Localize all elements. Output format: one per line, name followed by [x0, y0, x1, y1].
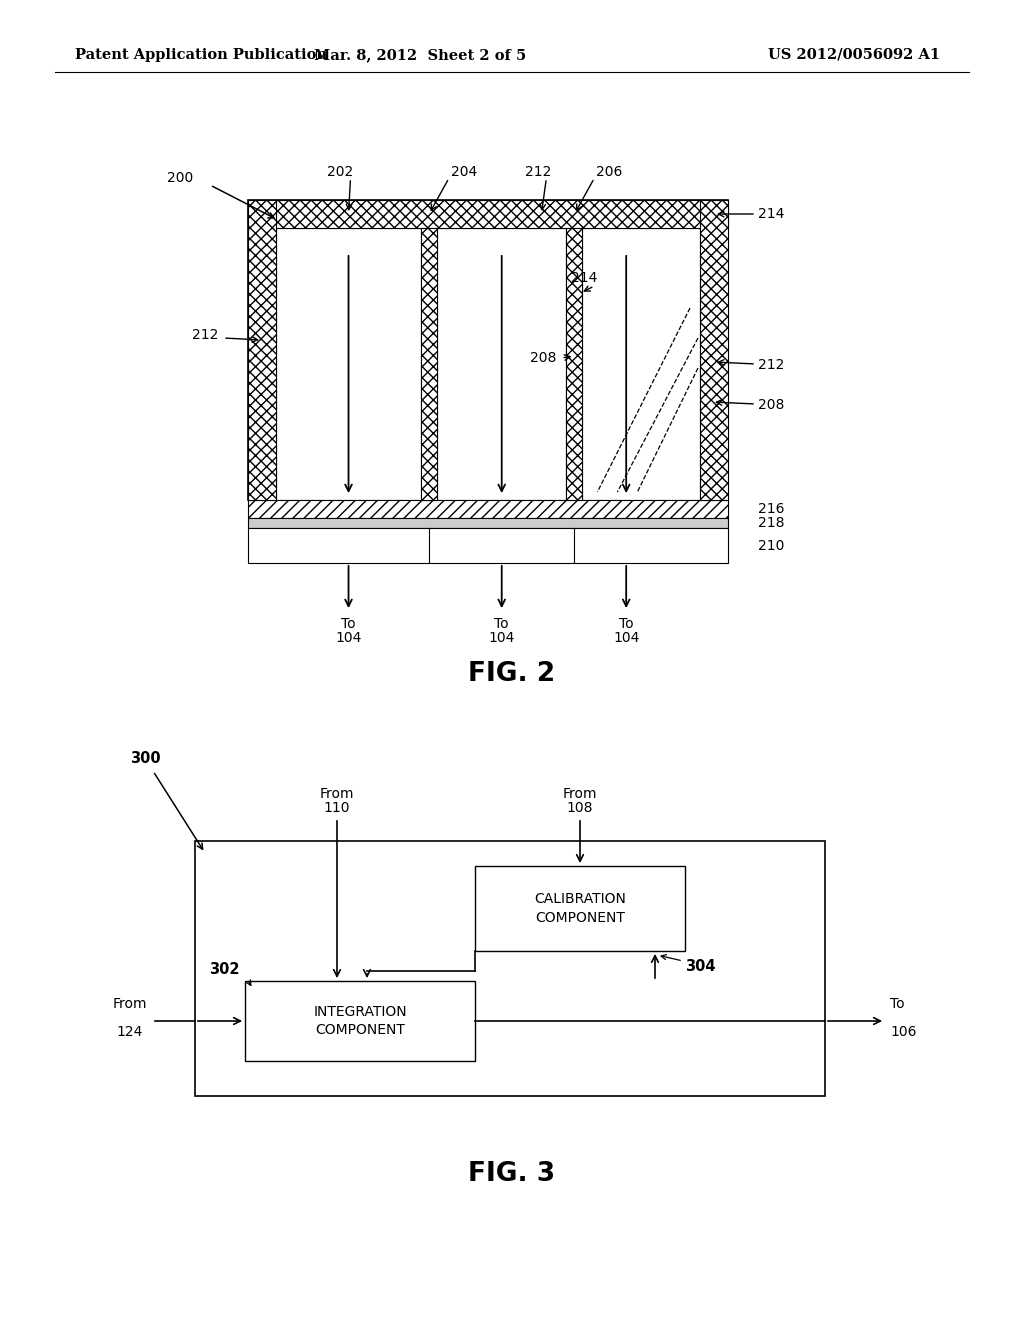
Text: 212: 212 — [525, 165, 551, 180]
Text: 212: 212 — [191, 327, 218, 342]
Bar — [437, 228, 566, 500]
Text: Patent Application Publication: Patent Application Publication — [75, 48, 327, 62]
Text: 108: 108 — [566, 801, 593, 814]
Bar — [276, 228, 421, 500]
Text: 106: 106 — [890, 1026, 916, 1039]
Bar — [248, 201, 728, 228]
Text: US 2012/0056092 A1: US 2012/0056092 A1 — [768, 48, 940, 62]
Text: 104: 104 — [613, 631, 639, 645]
Bar — [700, 201, 728, 500]
Bar — [421, 228, 437, 500]
Text: 214: 214 — [758, 207, 784, 220]
Bar — [245, 981, 475, 1061]
Bar — [583, 228, 700, 500]
Text: 216: 216 — [758, 502, 784, 516]
Text: To: To — [341, 616, 355, 631]
Bar — [248, 528, 728, 564]
Text: 206: 206 — [596, 165, 623, 180]
Bar — [248, 500, 728, 517]
Text: CALIBRATION
COMPONENT: CALIBRATION COMPONENT — [535, 892, 626, 925]
Text: From: From — [113, 997, 147, 1011]
Text: FIG. 3: FIG. 3 — [468, 1162, 556, 1187]
Bar — [566, 228, 583, 500]
Text: INTEGRATION
COMPONENT: INTEGRATION COMPONENT — [313, 1005, 407, 1038]
Text: 104: 104 — [335, 631, 361, 645]
Text: 208: 208 — [530, 351, 556, 366]
Text: 110: 110 — [324, 801, 350, 814]
Text: From: From — [563, 787, 597, 801]
Bar — [248, 201, 728, 500]
Text: 200: 200 — [167, 172, 193, 185]
Text: 212: 212 — [758, 358, 784, 372]
Bar — [195, 841, 825, 1096]
Text: 218: 218 — [758, 516, 784, 531]
Text: Mar. 8, 2012  Sheet 2 of 5: Mar. 8, 2012 Sheet 2 of 5 — [314, 48, 526, 62]
Text: FIG. 2: FIG. 2 — [468, 661, 556, 686]
Bar — [248, 201, 276, 500]
Text: 300: 300 — [130, 751, 161, 766]
Text: To: To — [618, 616, 634, 631]
Bar — [248, 517, 728, 528]
Text: 204: 204 — [451, 165, 477, 180]
Text: 210: 210 — [758, 539, 784, 553]
Text: 302: 302 — [210, 962, 240, 977]
Text: 208: 208 — [758, 399, 784, 412]
Text: 202: 202 — [328, 165, 353, 180]
Bar — [475, 866, 685, 950]
Text: 214: 214 — [571, 271, 598, 285]
Text: 104: 104 — [488, 631, 515, 645]
Text: 304: 304 — [685, 960, 716, 974]
Text: To: To — [890, 997, 904, 1011]
Text: From: From — [319, 787, 354, 801]
Text: To: To — [495, 616, 509, 631]
Text: 124: 124 — [117, 1026, 143, 1039]
